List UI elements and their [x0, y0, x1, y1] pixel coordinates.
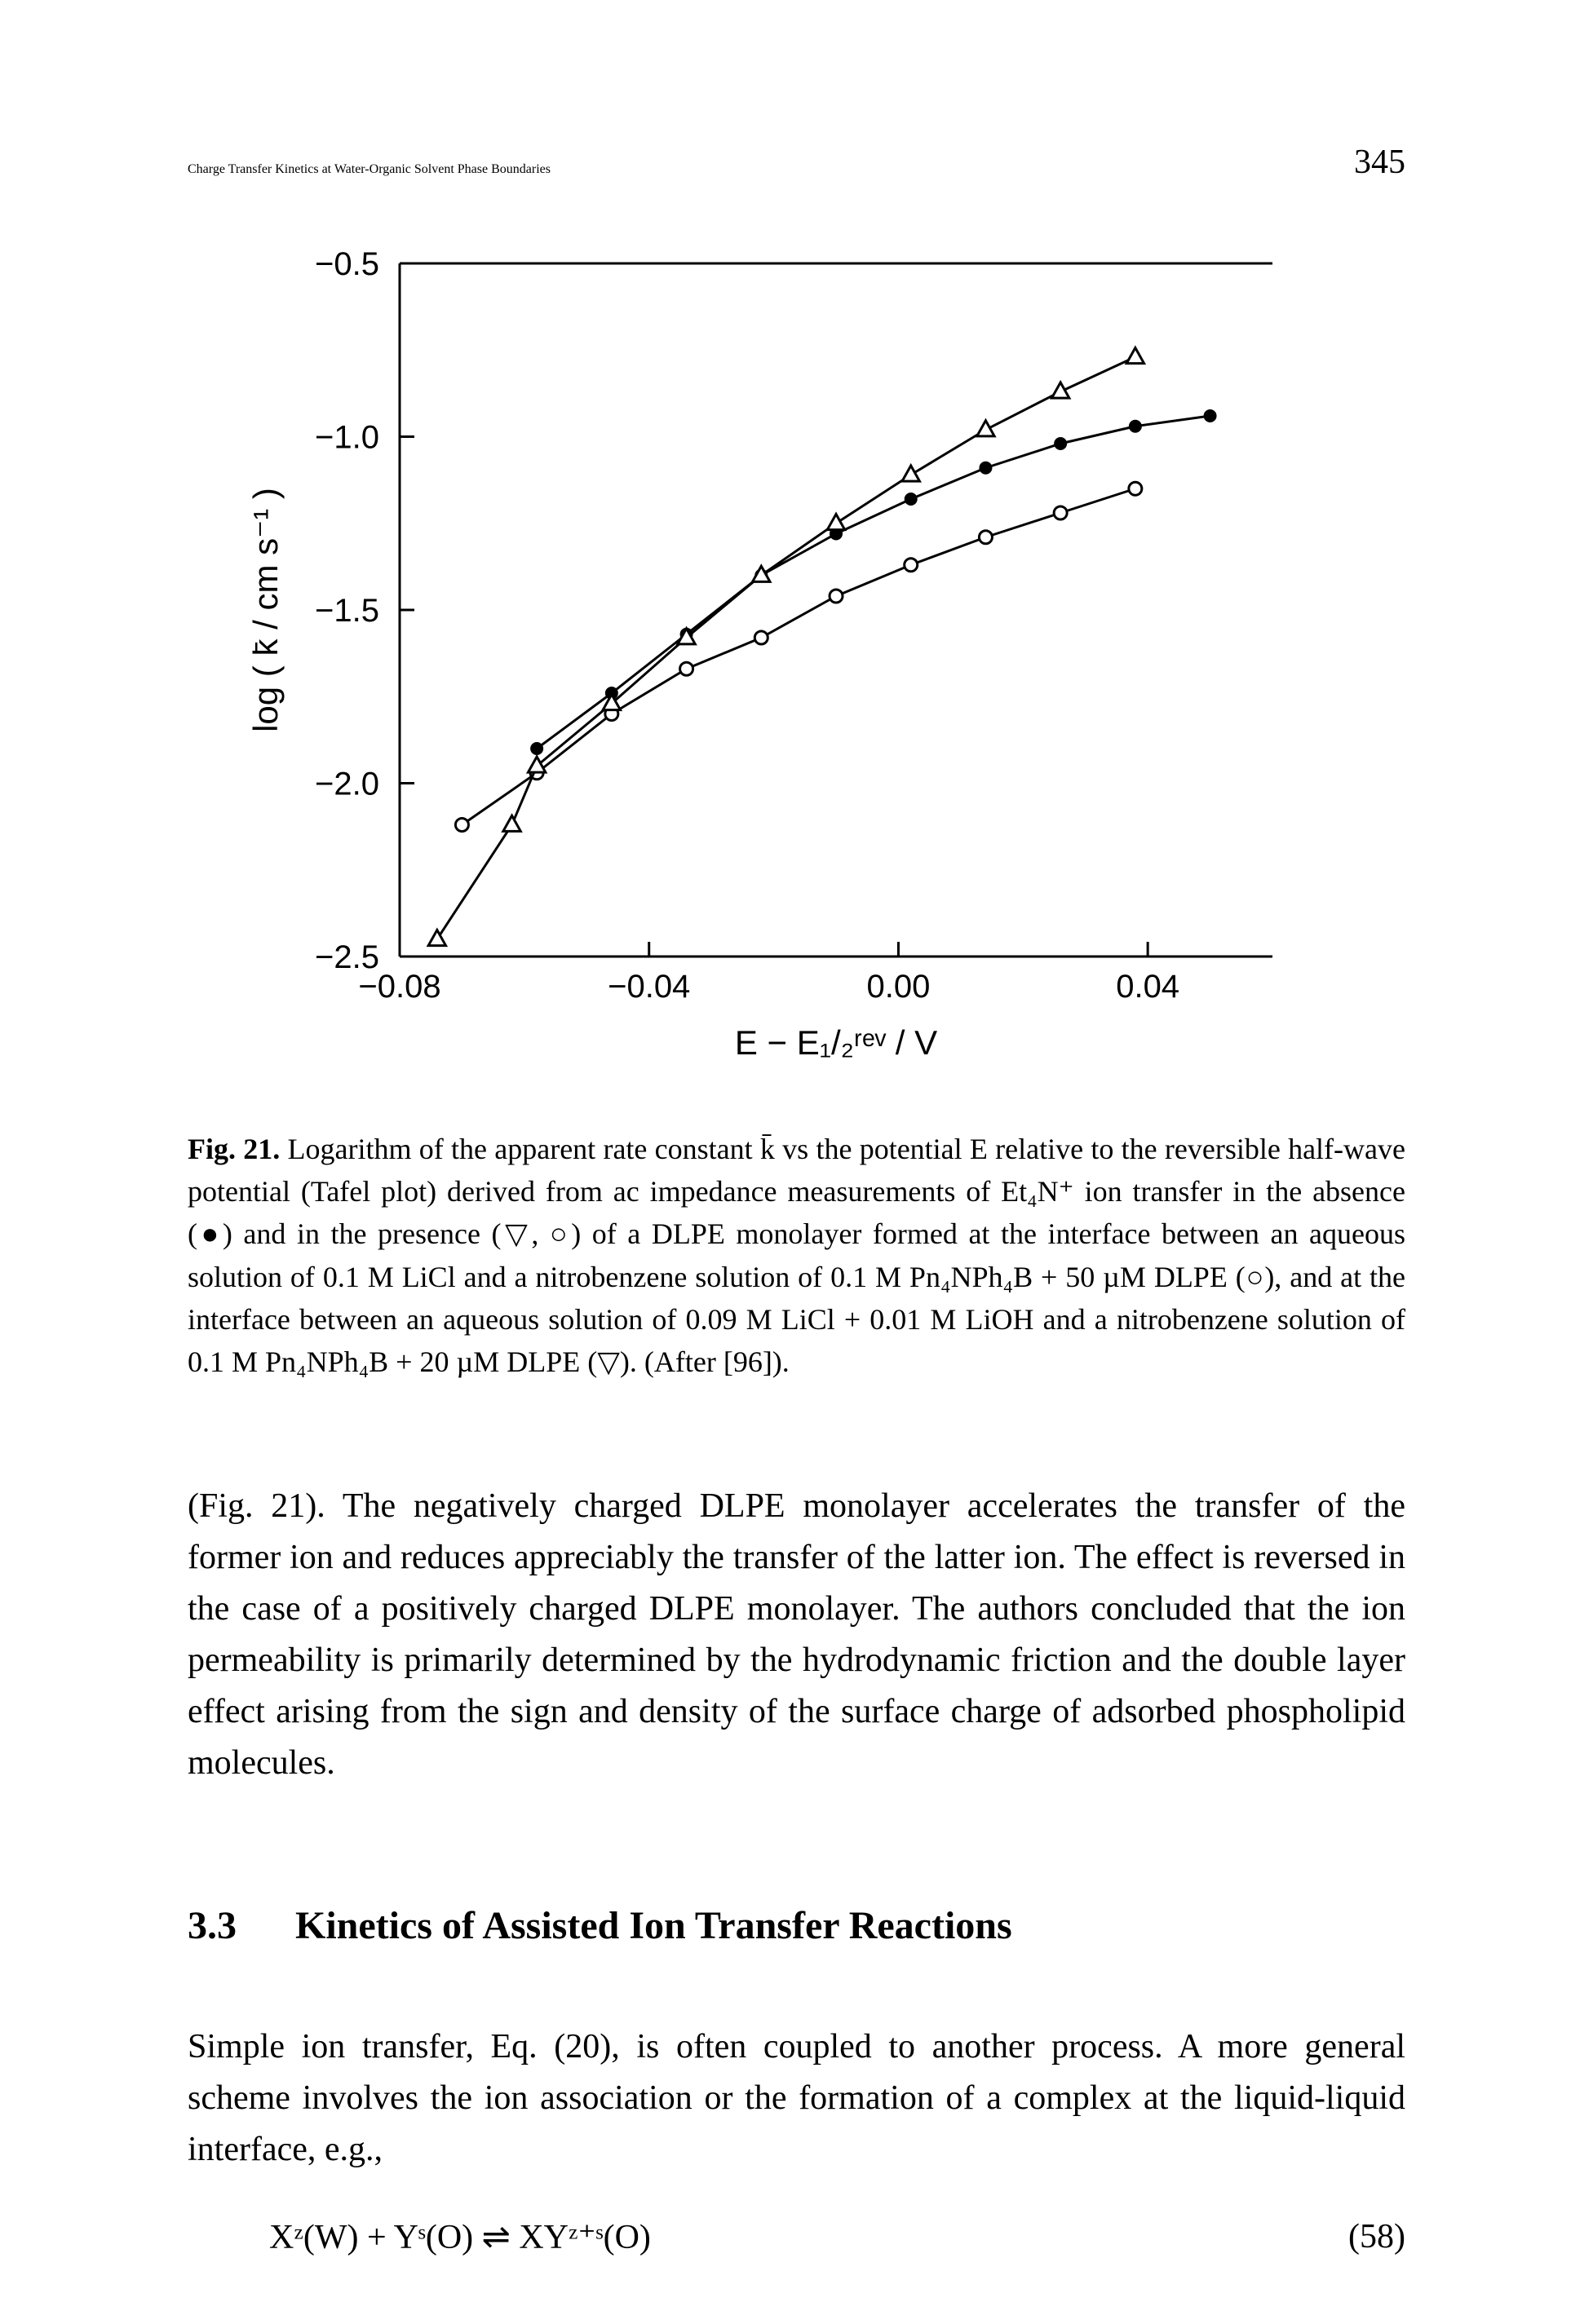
running-title: Charge Transfer Kinetics at Water-Organi…: [188, 162, 551, 177]
equation-number: (58): [1348, 2217, 1405, 2256]
section-title: Kinetics of Assisted Ion Transfer Reacti…: [295, 1904, 1012, 1947]
svg-text:0.04: 0.04: [1116, 969, 1179, 1005]
equation-58: Xᶻ(W) + Yˢ(O) ⇌ XYᶻ⁺ˢ(O) (58): [188, 2216, 1405, 2257]
caption-lead: Fig. 21.: [188, 1133, 280, 1165]
svg-text:−0.5: −0.5: [315, 246, 379, 282]
section-paragraph: Simple ion transfer, Eq. (20), is often …: [188, 2021, 1405, 2176]
svg-text:−2.5: −2.5: [315, 939, 379, 975]
svg-text:−2.0: −2.0: [315, 767, 379, 802]
figure-21: −0.08−0.040.000.04−2.5−2.0−1.5−1.0−0.5E …: [188, 239, 1405, 1383]
tafel-plot-svg: −0.08−0.040.000.04−2.5−2.0−1.5−1.0−0.5E …: [212, 239, 1313, 1103]
equation-expr: Xᶻ(W) + Yˢ(O) ⇌ XYᶻ⁺ˢ(O): [269, 2216, 651, 2257]
svg-text:−1.5: −1.5: [315, 593, 379, 629]
body-paragraph: (Fig. 21). The negatively charged DLPE m…: [188, 1481, 1405, 1789]
svg-text:log ( k̄ / cm s⁻¹ ): log ( k̄ / cm s⁻¹ ): [246, 488, 285, 732]
svg-text:E − E₁/₂ʳᵉᵛ / V: E − E₁/₂ʳᵉᵛ / V: [735, 1023, 937, 1062]
svg-text:−1.0: −1.0: [315, 420, 379, 456]
running-head: Charge Transfer Kinetics at Water-Organi…: [188, 143, 1405, 182]
page-number: 345: [1354, 143, 1405, 182]
svg-text:−0.04: −0.04: [608, 969, 690, 1005]
page: Charge Transfer Kinetics at Water-Organi…: [0, 0, 1593, 2324]
figure-caption: Fig. 21. Logarithm of the apparent rate …: [188, 1128, 1405, 1383]
caption-text: Logarithm of the apparent rate constant …: [188, 1133, 1405, 1378]
section-heading: 3.3 Kinetics of Assisted Ion Transfer Re…: [188, 1903, 1405, 1948]
svg-text:0.00: 0.00: [866, 969, 930, 1005]
section-number: 3.3: [188, 1903, 285, 1948]
